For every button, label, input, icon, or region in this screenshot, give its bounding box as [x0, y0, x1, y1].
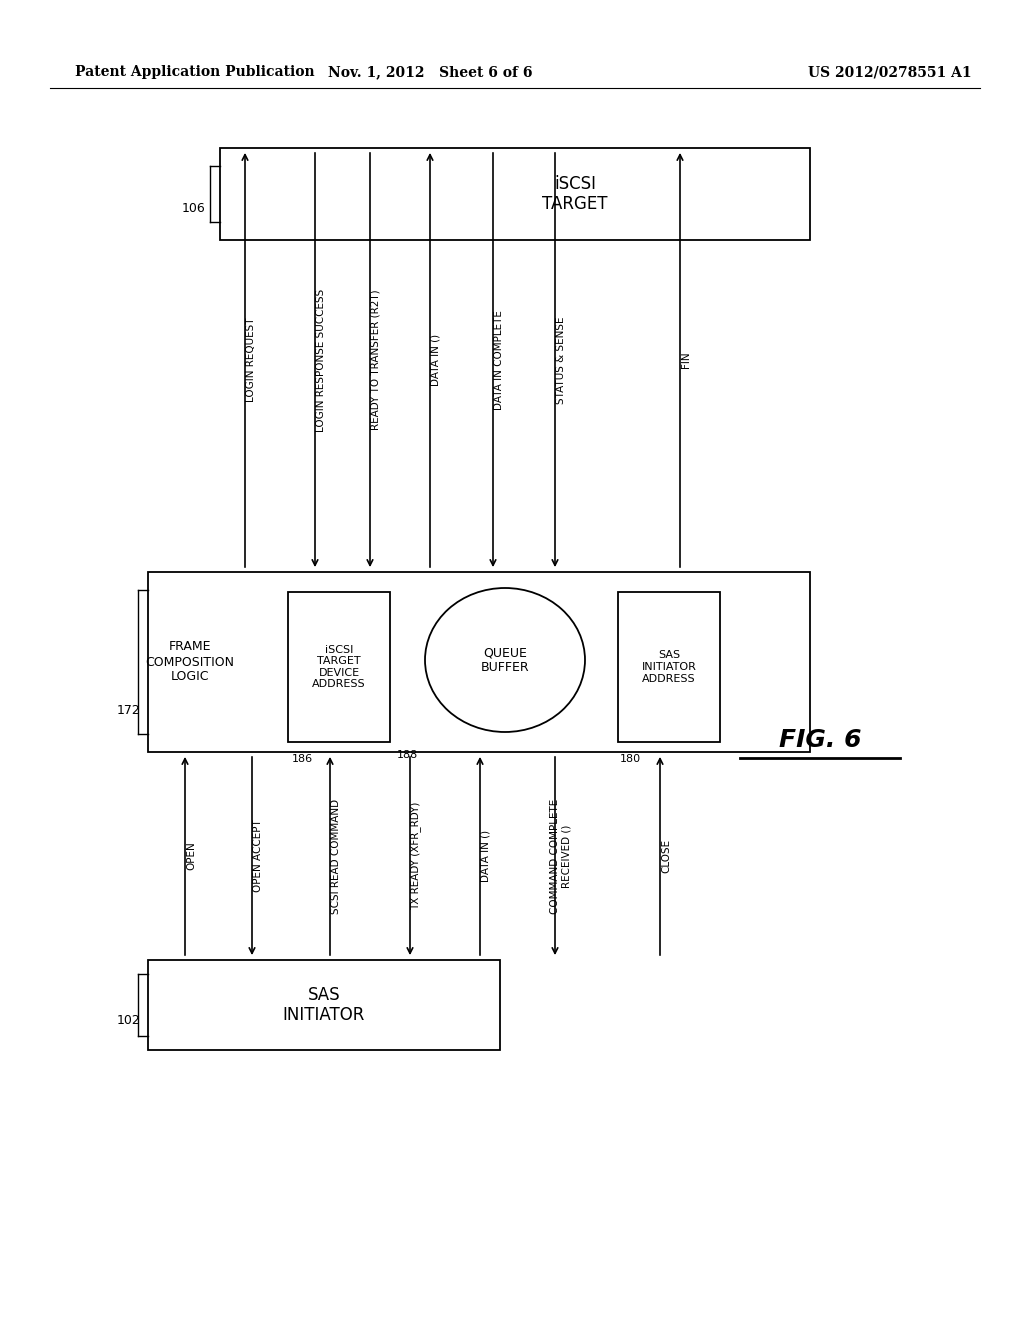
- Text: QUEUE
BUFFER: QUEUE BUFFER: [480, 645, 529, 675]
- Text: FRAME
COMPOSITION
LOGIC: FRAME COMPOSITION LOGIC: [145, 640, 234, 684]
- Bar: [618, 591, 720, 742]
- Text: iSCSI
TARGET: iSCSI TARGET: [543, 174, 608, 214]
- Bar: [148, 960, 500, 1049]
- Text: READY TO TRANSFER (R2T): READY TO TRANSFER (R2T): [371, 289, 381, 430]
- Text: iSCSI
TARGET
DEVICE
ADDRESS: iSCSI TARGET DEVICE ADDRESS: [312, 644, 366, 689]
- Text: CLOSE: CLOSE: [662, 840, 671, 873]
- Text: 188: 188: [396, 750, 418, 760]
- Text: 106: 106: [181, 202, 205, 214]
- Text: STATUS & SENSE: STATUS & SENSE: [556, 317, 566, 404]
- Text: COMMAND COMPLETE
RECEIVED (): COMMAND COMPLETE RECEIVED (): [550, 799, 571, 913]
- Text: SAS
INITIATOR: SAS INITIATOR: [283, 986, 366, 1024]
- Text: 180: 180: [620, 754, 641, 764]
- Ellipse shape: [425, 587, 585, 733]
- Text: 102: 102: [117, 1014, 140, 1027]
- Text: 186: 186: [292, 754, 312, 764]
- Bar: [220, 148, 810, 240]
- Bar: [288, 591, 390, 742]
- Text: SAS
INITIATOR
ADDRESS: SAS INITIATOR ADDRESS: [642, 651, 696, 684]
- Text: FIG. 6: FIG. 6: [778, 729, 861, 752]
- Text: DATA IN (): DATA IN (): [431, 334, 441, 385]
- Text: SCSI READ COMMAND: SCSI READ COMMAND: [331, 799, 341, 913]
- Text: DATA IN (): DATA IN (): [481, 830, 490, 882]
- Text: FIN: FIN: [681, 351, 691, 368]
- Text: LOGIN REQUEST: LOGIN REQUEST: [246, 318, 256, 403]
- Bar: [148, 572, 810, 752]
- Text: LOGIN RESPONSE SUCCESS: LOGIN RESPONSE SUCCESS: [316, 288, 326, 432]
- Text: OPEN: OPEN: [186, 842, 196, 870]
- Text: Patent Application Publication: Patent Application Publication: [75, 65, 314, 79]
- Text: TX READY (XFR_RDY): TX READY (XFR_RDY): [411, 801, 422, 911]
- Text: Nov. 1, 2012   Sheet 6 of 6: Nov. 1, 2012 Sheet 6 of 6: [328, 65, 532, 79]
- Text: US 2012/0278551 A1: US 2012/0278551 A1: [808, 65, 972, 79]
- Text: DATA IN COMPLETE: DATA IN COMPLETE: [494, 310, 504, 411]
- Text: 172: 172: [117, 704, 140, 717]
- Text: OPEN ACCEPT: OPEN ACCEPT: [253, 820, 263, 892]
